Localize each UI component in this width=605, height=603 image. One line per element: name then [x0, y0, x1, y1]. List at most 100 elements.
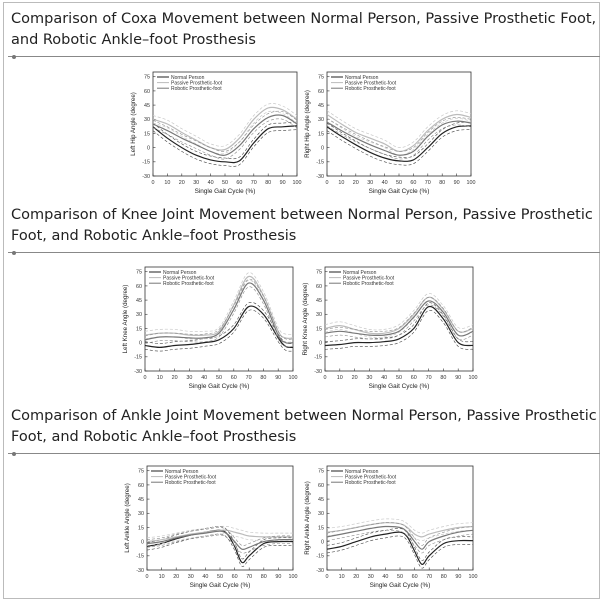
- legend-entry: Robotic Prosthetic-foot: [163, 281, 214, 287]
- x-tick-label: 0: [146, 574, 149, 580]
- section-title-knee: Comparison of Knee Joint Movement betwee…: [11, 207, 593, 244]
- legend-entry: Robotic Prosthetic-foot: [345, 480, 396, 486]
- series-2: [325, 296, 473, 340]
- x-tick-label: 70: [246, 574, 252, 580]
- y-tick-label: 30: [316, 312, 322, 318]
- x-tick-label: 100: [469, 574, 478, 580]
- x-tick-label: 70: [426, 375, 432, 381]
- x-tick-label: 90: [280, 180, 286, 186]
- series-1: [327, 518, 473, 542]
- y-tick-label: 60: [318, 483, 324, 489]
- chart-left-knee: 0 10 20 30 40 50 60 70 80 90 100 -30 -15 0 15 30 45 60 75 S…: [122, 266, 298, 390]
- series-band: [153, 110, 297, 152]
- x-tick-label: 40: [382, 180, 388, 186]
- series-band: [153, 121, 297, 160]
- series-band: [327, 110, 471, 148]
- y-tick-label: 0: [321, 146, 324, 152]
- y-tick-label: 30: [136, 312, 142, 318]
- x-axis-label: Single Gait Cycle (%): [369, 188, 430, 195]
- series-0: [327, 121, 471, 166]
- y-tick-label: 0: [321, 540, 324, 546]
- series-band: [153, 103, 297, 147]
- series-2: [327, 117, 471, 160]
- series-band: [327, 518, 473, 534]
- series-band: [325, 310, 473, 350]
- x-tick-label: 40: [202, 574, 208, 580]
- y-tick-label: -15: [314, 355, 322, 361]
- x-tick-label: 40: [208, 180, 214, 186]
- x-tick-label: 100: [467, 180, 476, 186]
- chart-left-ankle: 0 10 20 30 40 50 60 70 80 90 100 -30 -15 0 15 30 45 60 75 S…: [124, 465, 298, 589]
- y-tick-label: 60: [144, 89, 150, 95]
- y-axis-label: Right Ankle Angle (degree): [304, 481, 311, 555]
- y-tick-label: 75: [144, 75, 150, 81]
- series-line: [153, 106, 297, 151]
- x-tick-label: 80: [261, 574, 267, 580]
- series-line: [327, 125, 471, 162]
- x-tick-label: 60: [412, 574, 418, 580]
- chart-left-hip: 0 10 20 30 40 50 60 70 80 90 100 -30 -15 0 15 30 45 60 75 S…: [130, 71, 302, 195]
- chart-right-knee: 0 10 20 30 40 50 60 70 80 90 100 -30 -15 0 15 30 45 60 75 S…: [302, 266, 478, 390]
- y-tick-label: 15: [136, 326, 142, 332]
- x-tick-label: 20: [353, 574, 359, 580]
- x-tick-label: 100: [293, 180, 302, 186]
- x-tick-label: 30: [188, 574, 194, 580]
- series-0: [147, 526, 293, 567]
- x-tick-label: 0: [144, 375, 147, 381]
- y-tick-label: 75: [316, 270, 322, 276]
- y-tick-label: -15: [316, 160, 324, 166]
- series-line: [325, 305, 473, 347]
- x-tick-label: 90: [454, 180, 460, 186]
- x-tick-label: 20: [173, 574, 179, 580]
- series-band: [147, 525, 293, 539]
- y-tick-label: 30: [318, 511, 324, 517]
- series-band: [325, 302, 473, 343]
- x-tick-label: 100: [289, 574, 298, 580]
- y-tick-label: 0: [319, 341, 322, 347]
- legend-entry: Passive Prosthetic-foot: [343, 275, 395, 281]
- legend-entry: Normal Person: [345, 75, 379, 81]
- section-title-ankle: Comparison of Ankle Joint Movement betwe…: [11, 408, 597, 445]
- x-tick-label: 80: [441, 574, 447, 580]
- x-tick-label: 0: [152, 180, 155, 186]
- y-tick-label: -30: [316, 568, 324, 574]
- y-tick-label: 75: [318, 469, 324, 475]
- y-tick-label: 15: [144, 131, 150, 137]
- y-tick-label: -30: [316, 174, 324, 180]
- series-line: [147, 529, 293, 564]
- series-band: [147, 526, 293, 560]
- y-tick-label: 60: [318, 89, 324, 95]
- x-tick-label: 40: [382, 574, 388, 580]
- x-tick-label: 10: [338, 180, 344, 186]
- section-bullet-coxa: [12, 55, 16, 59]
- y-tick-label: 45: [318, 103, 324, 109]
- series-line: [327, 531, 473, 565]
- series-band: [327, 121, 471, 158]
- series-line: [327, 525, 473, 550]
- series-0: [153, 121, 297, 167]
- x-tick-label: 90: [275, 375, 281, 381]
- section-bullet-ankle: [12, 452, 16, 456]
- x-tick-label: 50: [396, 375, 402, 381]
- x-axis-label: Single Gait Cycle (%): [195, 188, 256, 195]
- series-line: [153, 125, 297, 164]
- x-tick-label: 0: [326, 180, 329, 186]
- series-band: [325, 304, 473, 340]
- legend-entry: Normal Person: [343, 270, 377, 276]
- y-axis-label: Left Knee Angle (degree): [122, 285, 129, 354]
- y-tick-label: 30: [144, 117, 150, 123]
- x-tick-label: 60: [236, 180, 242, 186]
- y-tick-label: 15: [316, 326, 322, 332]
- x-tick-label: 70: [251, 180, 257, 186]
- legend-entry: Robotic Prosthetic-foot: [165, 480, 216, 486]
- series-2: [145, 278, 293, 348]
- x-tick-label: 20: [172, 375, 178, 381]
- series-line: [327, 113, 471, 153]
- series-band: [147, 527, 293, 547]
- series-band: [147, 533, 293, 567]
- legend-entry: Robotic Prosthetic-foot: [343, 281, 394, 287]
- x-tick-label: 50: [216, 375, 222, 381]
- section-rule-ankle: [8, 453, 600, 454]
- chart-right-ankle: 0 10 20 30 40 50 60 70 80 90 100 -30 -15 0 15 30 45 60 75 S…: [304, 465, 478, 589]
- series-band: [145, 309, 293, 352]
